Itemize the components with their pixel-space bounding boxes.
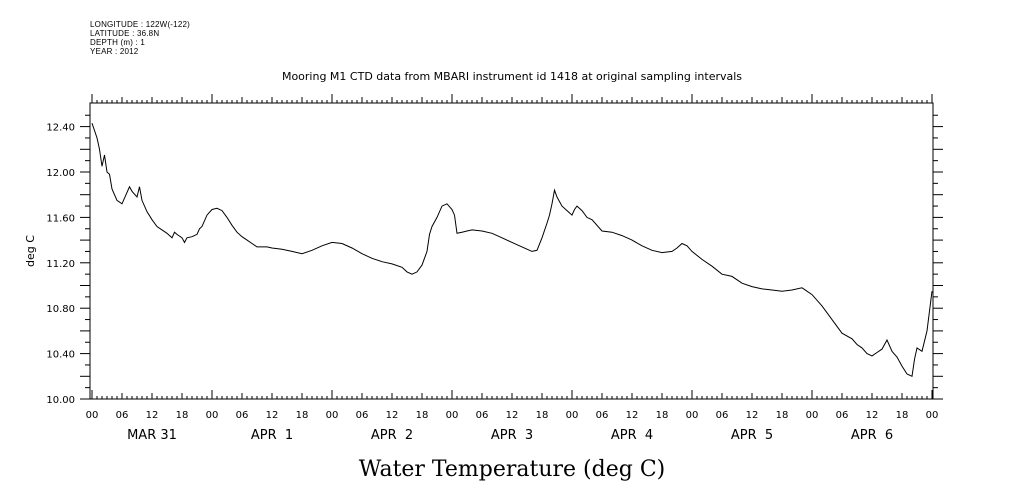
x-tick-label: 12 [746, 410, 759, 421]
longitude-label: LONGITUDE : 122W(-122) [90, 20, 190, 29]
y-tick-label: 11.60 [46, 213, 75, 224]
x-tick-label: 06 [716, 410, 729, 421]
x-tick-label: 00 [206, 410, 219, 421]
day-labels: MAR 31 APR 1 APR 2 APR 3 APR 4 APR 5 APR 6 [127, 428, 893, 443]
metadata-block: LONGITUDE : 122W(-122) LATITUDE : 36.8N … [90, 20, 190, 56]
x-tick-label: 12 [386, 410, 399, 421]
x-axis-label: Water Temperature (deg C) [359, 457, 666, 482]
y-tick-label: 10.40 [46, 350, 75, 361]
y-tick-label: 12.40 [46, 123, 75, 134]
y-tick-label: 10.80 [46, 304, 75, 315]
x-tick-label: 06 [356, 410, 369, 421]
y-tick-labels: 10.00 10.40 10.80 11.20 11.60 12.00 12.40 [46, 123, 75, 406]
x-tick-label: 18 [656, 410, 669, 421]
x-tick-label: 06 [116, 410, 129, 421]
x-tick-label: 18 [296, 410, 309, 421]
x-tick-label: 06 [236, 410, 249, 421]
day-label: APR 1 [251, 428, 293, 443]
x-tick-label: 00 [566, 410, 579, 421]
y-tick-label: 12.00 [46, 168, 75, 179]
y-tick-label: 10.00 [46, 395, 75, 406]
x-tick-label: 06 [476, 410, 489, 421]
x-tick-labels: 00 06 12 18 00 06 12 18 00 06 12 18 00 06 12 18 00 06 12 18… [86, 410, 939, 421]
x-tick-label: 12 [146, 410, 159, 421]
x-tick-label: 00 [446, 410, 459, 421]
x-tick-label: 18 [896, 410, 909, 421]
x-tick-label: 06 [836, 410, 849, 421]
y-axis-label: deg C [24, 235, 37, 267]
day-label: APR 5 [731, 428, 773, 443]
day-label: MAR 31 [127, 428, 177, 443]
x-tick-label: 00 [86, 410, 99, 421]
x-tick-label: 12 [266, 410, 279, 421]
x-tick-label: 06 [596, 410, 609, 421]
x-tick-label: 00 [806, 410, 819, 421]
x-tick-label: 12 [506, 410, 519, 421]
day-label: APR 6 [851, 428, 893, 443]
series-line-water-temperature [91, 123, 933, 378]
x-tick-label: 00 [926, 410, 939, 421]
x-tick-label: 00 [686, 410, 699, 421]
axis-ticks [80, 94, 943, 400]
x-tick-label: 18 [176, 410, 189, 421]
x-tick-label: 18 [776, 410, 789, 421]
day-label: APR 3 [491, 428, 533, 443]
chart-title: Mooring M1 CTD data from MBARI instrumen… [282, 70, 742, 83]
y-tick-label: 11.20 [46, 259, 75, 270]
day-label: APR 2 [371, 428, 413, 443]
latitude-label: LATITUDE : 36.8N [90, 29, 160, 38]
x-tick-label: 18 [416, 410, 429, 421]
day-label: APR 4 [611, 428, 653, 443]
x-tick-label: 12 [626, 410, 639, 421]
x-tick-label: 12 [866, 410, 879, 421]
depth-label: DEPTH (m) : 1 [90, 38, 146, 47]
x-tick-label: 18 [536, 410, 549, 421]
year-label: YEAR : 2012 [90, 47, 139, 56]
plot-frame [89, 102, 934, 400]
x-tick-label: 00 [326, 410, 339, 421]
